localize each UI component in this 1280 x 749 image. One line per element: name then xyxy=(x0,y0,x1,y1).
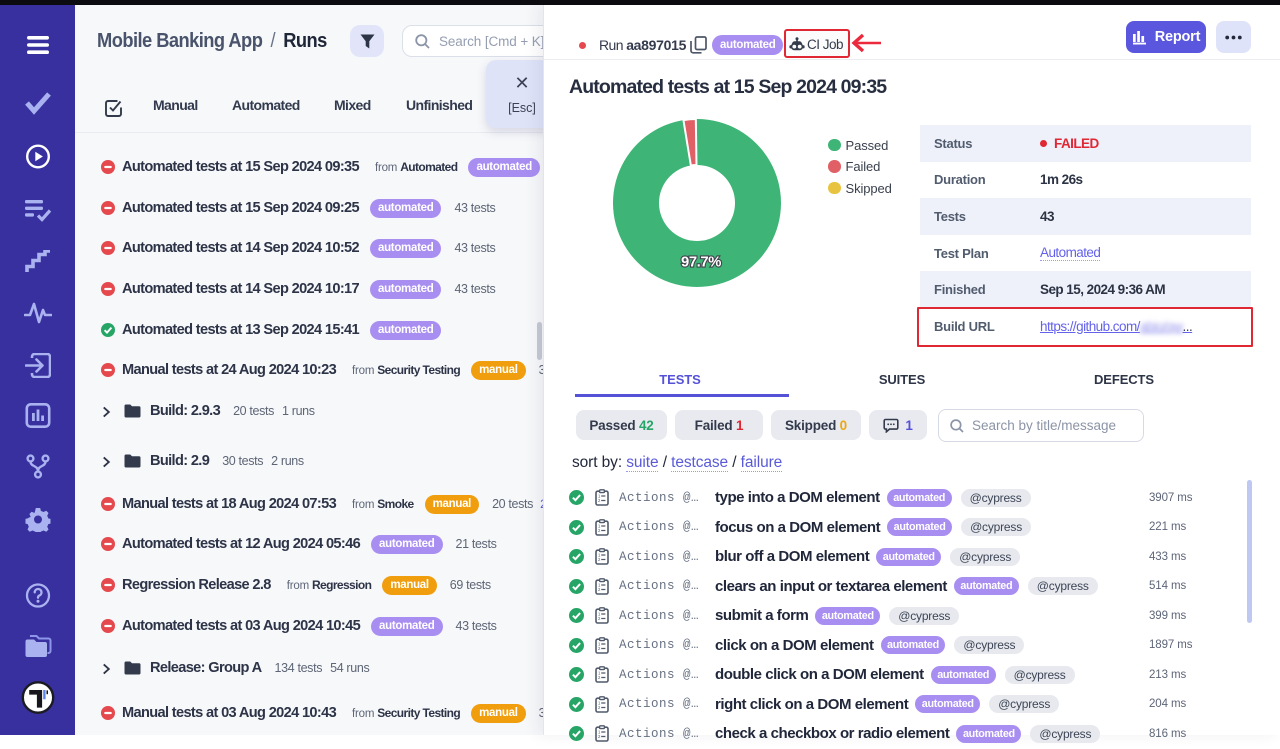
svg-text:1: 1 xyxy=(598,641,601,646)
svg-text:2: 2 xyxy=(598,734,601,739)
svg-text:1: 1 xyxy=(598,582,601,587)
svg-text:1: 1 xyxy=(598,730,601,735)
svg-text:1: 1 xyxy=(598,671,601,676)
svg-text:1: 1 xyxy=(598,612,601,617)
svg-text:2: 2 xyxy=(598,528,601,533)
svg-text:2: 2 xyxy=(598,587,601,592)
svg-text:2: 2 xyxy=(598,646,601,651)
svg-text:97.7%: 97.7% xyxy=(681,255,721,271)
svg-text:2: 2 xyxy=(598,498,601,503)
svg-text:1: 1 xyxy=(598,494,601,499)
svg-text:1: 1 xyxy=(598,553,601,558)
svg-text:2: 2 xyxy=(598,557,601,562)
svg-text:1: 1 xyxy=(598,700,601,705)
svg-text:2: 2 xyxy=(598,616,601,621)
svg-text:2: 2 xyxy=(598,705,601,710)
svg-text:1: 1 xyxy=(598,523,601,528)
svg-text:2: 2 xyxy=(598,675,601,680)
